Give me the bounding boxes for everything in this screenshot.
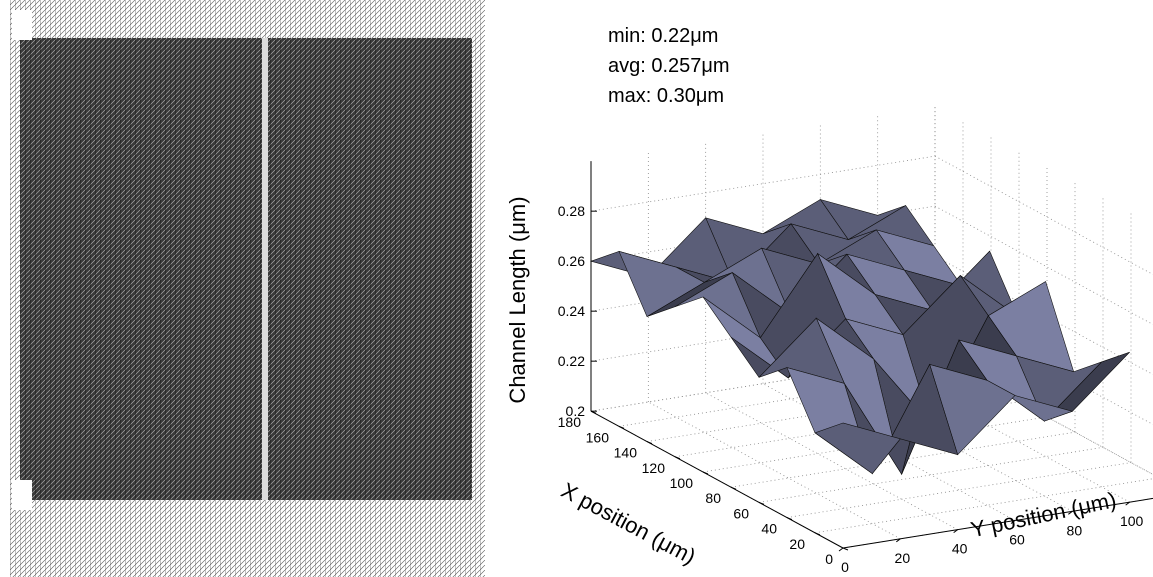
x-tick-label: 0	[825, 551, 833, 567]
x-tick-label: 20	[789, 536, 805, 552]
x-tick	[842, 547, 849, 551]
z-tick-label: 0.26	[558, 253, 585, 269]
surface-patch	[814, 422, 901, 475]
x-tick-label: 160	[586, 429, 610, 445]
y-tick-label: 80	[1067, 522, 1083, 538]
x-tick	[618, 425, 625, 429]
x-tick	[730, 486, 737, 490]
y-tick	[838, 547, 844, 552]
y-axis-label: Y position (μm)	[968, 487, 1118, 542]
x-tick-label: 40	[761, 521, 777, 537]
x-tick	[814, 532, 821, 536]
y-tick-label: 20	[895, 550, 911, 566]
y-tick	[1125, 501, 1130, 506]
x-axis	[590, 410, 844, 549]
x-axis-label: X position (μm)	[557, 478, 700, 570]
annotation: avg: 0.257μm	[608, 55, 730, 77]
z-axis-label: Channel Length (μm)	[505, 196, 530, 403]
x-tick	[646, 441, 653, 445]
y-tick	[1068, 510, 1073, 515]
z-tick-label: 0.28	[558, 203, 585, 219]
y-tick	[953, 529, 958, 534]
x-tick	[702, 471, 709, 475]
y-tick-label: 100	[1120, 513, 1144, 529]
x-tick-label: 180	[558, 414, 582, 430]
x-tick-label: 140	[614, 445, 638, 461]
grid-line	[758, 446, 1104, 503]
layout-image	[10, 0, 485, 577]
grid-line	[934, 155, 1153, 275]
x-tick-label: 80	[705, 490, 721, 506]
annotation: max: 0.30μm	[608, 85, 724, 107]
x-tick	[786, 517, 793, 521]
x-tick-label: 120	[642, 460, 666, 476]
surface-plot: min: 0.22μm avg: 0.257μm max: 0.30μm 0 20…	[505, 25, 1153, 575]
z-tick-label: 0.24	[558, 303, 585, 319]
y-tick-label: 40	[952, 541, 968, 557]
y-tick	[896, 538, 901, 543]
y-tick-label: 60	[1009, 531, 1025, 547]
x-tick	[758, 501, 765, 505]
z-tick-label: 0.2	[566, 403, 586, 419]
z-tick-label: 0.22	[558, 353, 585, 369]
x-tick-label: 100	[670, 475, 694, 491]
y-tick-label: 0	[841, 559, 849, 575]
annotation: min: 0.22μm	[608, 25, 718, 47]
y-tick	[1010, 520, 1016, 524]
x-tick-label: 60	[733, 505, 749, 521]
x-tick	[674, 456, 681, 460]
